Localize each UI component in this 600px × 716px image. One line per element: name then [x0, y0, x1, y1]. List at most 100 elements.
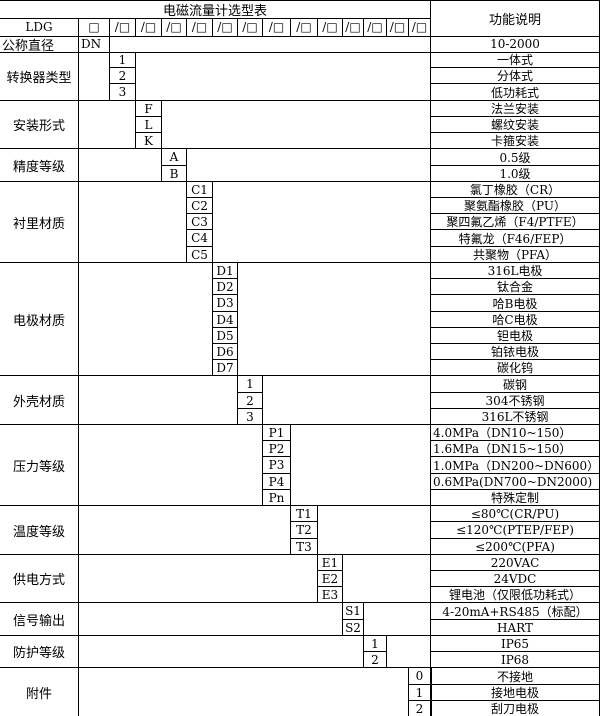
option-code: S1	[343, 603, 364, 620]
model-slot: /□	[136, 18, 162, 37]
option-code: 2	[409, 701, 431, 716]
model-prefix: LDG	[0, 18, 79, 37]
model-slot: /□	[364, 18, 387, 37]
option-description: 聚四氟乙烯（F4/PTFE）	[431, 214, 600, 230]
function-header: 功能说明	[431, 1, 600, 37]
option-code: 1	[238, 376, 263, 393]
group-label: 电极材质	[0, 263, 79, 376]
option-code: P1	[263, 425, 291, 441]
option-code: C3	[187, 214, 213, 230]
option-code: 2	[364, 652, 387, 668]
model-slot: /□	[318, 18, 343, 37]
option-description: HART	[431, 620, 600, 636]
option-description: 共聚物（PFA）	[431, 247, 600, 263]
empty-cell	[343, 555, 431, 603]
option-description: 特氟龙（F46/FEP）	[431, 230, 600, 247]
option-description: 卡箍安装	[431, 133, 600, 149]
option-code: E3	[318, 587, 343, 603]
model-slot: /□	[291, 18, 318, 37]
option-description: 铂铱电极	[431, 344, 600, 360]
empty-cell	[387, 636, 431, 668]
empty-cell	[79, 182, 187, 263]
option-description: 锂电池（仅限低功耗式）	[431, 587, 600, 603]
option-code: E1	[318, 555, 343, 571]
option-description: 碳钢	[431, 376, 600, 393]
option-description: 聚氨酯橡胶（PU）	[431, 198, 600, 214]
empty-cell	[79, 636, 364, 668]
diameter-label: 公称直径	[0, 36, 79, 53]
group-label: 防护等级	[0, 636, 79, 668]
group-label: 温度等级	[0, 506, 79, 555]
option-code: B	[162, 166, 187, 182]
option-description: 一体式	[431, 52, 600, 68]
option-code: 2	[110, 68, 136, 84]
empty-cell	[79, 52, 110, 101]
option-code: 1	[364, 636, 387, 652]
group-label: 衬里材质	[0, 182, 79, 263]
option-code: T3	[291, 539, 318, 555]
model-slot: □	[79, 18, 110, 37]
option-code: D4	[213, 312, 238, 328]
empty-cell	[238, 263, 431, 376]
option-code: D7	[213, 360, 238, 376]
option-description: 哈B电极	[431, 295, 600, 312]
option-code: F	[136, 101, 162, 117]
option-code: D5	[213, 328, 238, 344]
empty-cell	[79, 263, 213, 376]
option-description: 316L电极	[431, 263, 600, 279]
option-description: IP68	[431, 652, 600, 668]
option-code: D6	[213, 344, 238, 360]
empty-cell	[136, 52, 431, 101]
model-slot: /□	[263, 18, 291, 37]
option-code: T1	[291, 506, 318, 522]
option-code: A	[162, 149, 187, 166]
option-description: 低功耗式	[431, 84, 600, 101]
option-description: 氯丁橡胶（CR）	[431, 182, 600, 198]
option-description: 316L不锈钢	[431, 409, 600, 425]
option-description: 1.0MPa（DN200~DN600）	[431, 457, 600, 474]
empty-cell	[79, 506, 291, 555]
option-description: 螺纹安装	[431, 117, 600, 133]
option-code: T2	[291, 522, 318, 539]
group-label: 外壳材质	[0, 376, 79, 425]
option-description: 4-20mA+RS485（标配）	[431, 603, 600, 620]
empty-cell	[431, 668, 432, 716]
group-label: 附件	[0, 668, 79, 716]
option-code: C2	[187, 198, 213, 214]
table-title: 电磁流量计选型表	[0, 1, 431, 19]
option-code: P2	[263, 441, 291, 457]
option-description: 碳化钨	[431, 360, 600, 376]
option-description: 304不锈钢	[431, 393, 600, 409]
option-code: P3	[263, 457, 291, 474]
option-description: 特殊定制	[431, 490, 600, 506]
option-description: 24VDC	[431, 571, 600, 587]
option-description: ≤120℃(PTEP/FEP)	[431, 522, 600, 539]
option-description: 钛合金	[431, 279, 600, 295]
empty-cell	[79, 555, 318, 603]
group-label: 压力等级	[0, 425, 79, 506]
option-code: S2	[343, 620, 364, 636]
empty-cell	[162, 101, 431, 149]
option-description: 220VAC	[431, 555, 600, 571]
group-label: 转换器类型	[0, 52, 79, 101]
empty-cell	[79, 603, 343, 636]
option-code: C4	[187, 230, 213, 247]
option-description: 钽电极	[431, 328, 600, 344]
empty-cell	[263, 376, 431, 425]
model-slot: /□	[187, 18, 213, 37]
model-slot: /□	[110, 18, 136, 37]
option-code: 2	[238, 393, 263, 409]
option-code: L	[136, 117, 162, 133]
option-description: 不接地	[431, 668, 600, 685]
option-description: ≤200℃(PFA)	[431, 539, 600, 555]
model-slot: /□	[343, 18, 364, 37]
empty-cell	[364, 603, 431, 636]
empty-cell	[187, 149, 431, 182]
option-code: 1	[409, 685, 431, 701]
option-code: C5	[187, 247, 213, 263]
option-description: IP65	[431, 636, 600, 652]
option-code: 1	[110, 52, 136, 68]
diameter-description: 10-2000	[431, 36, 600, 53]
empty-cell	[79, 425, 263, 506]
